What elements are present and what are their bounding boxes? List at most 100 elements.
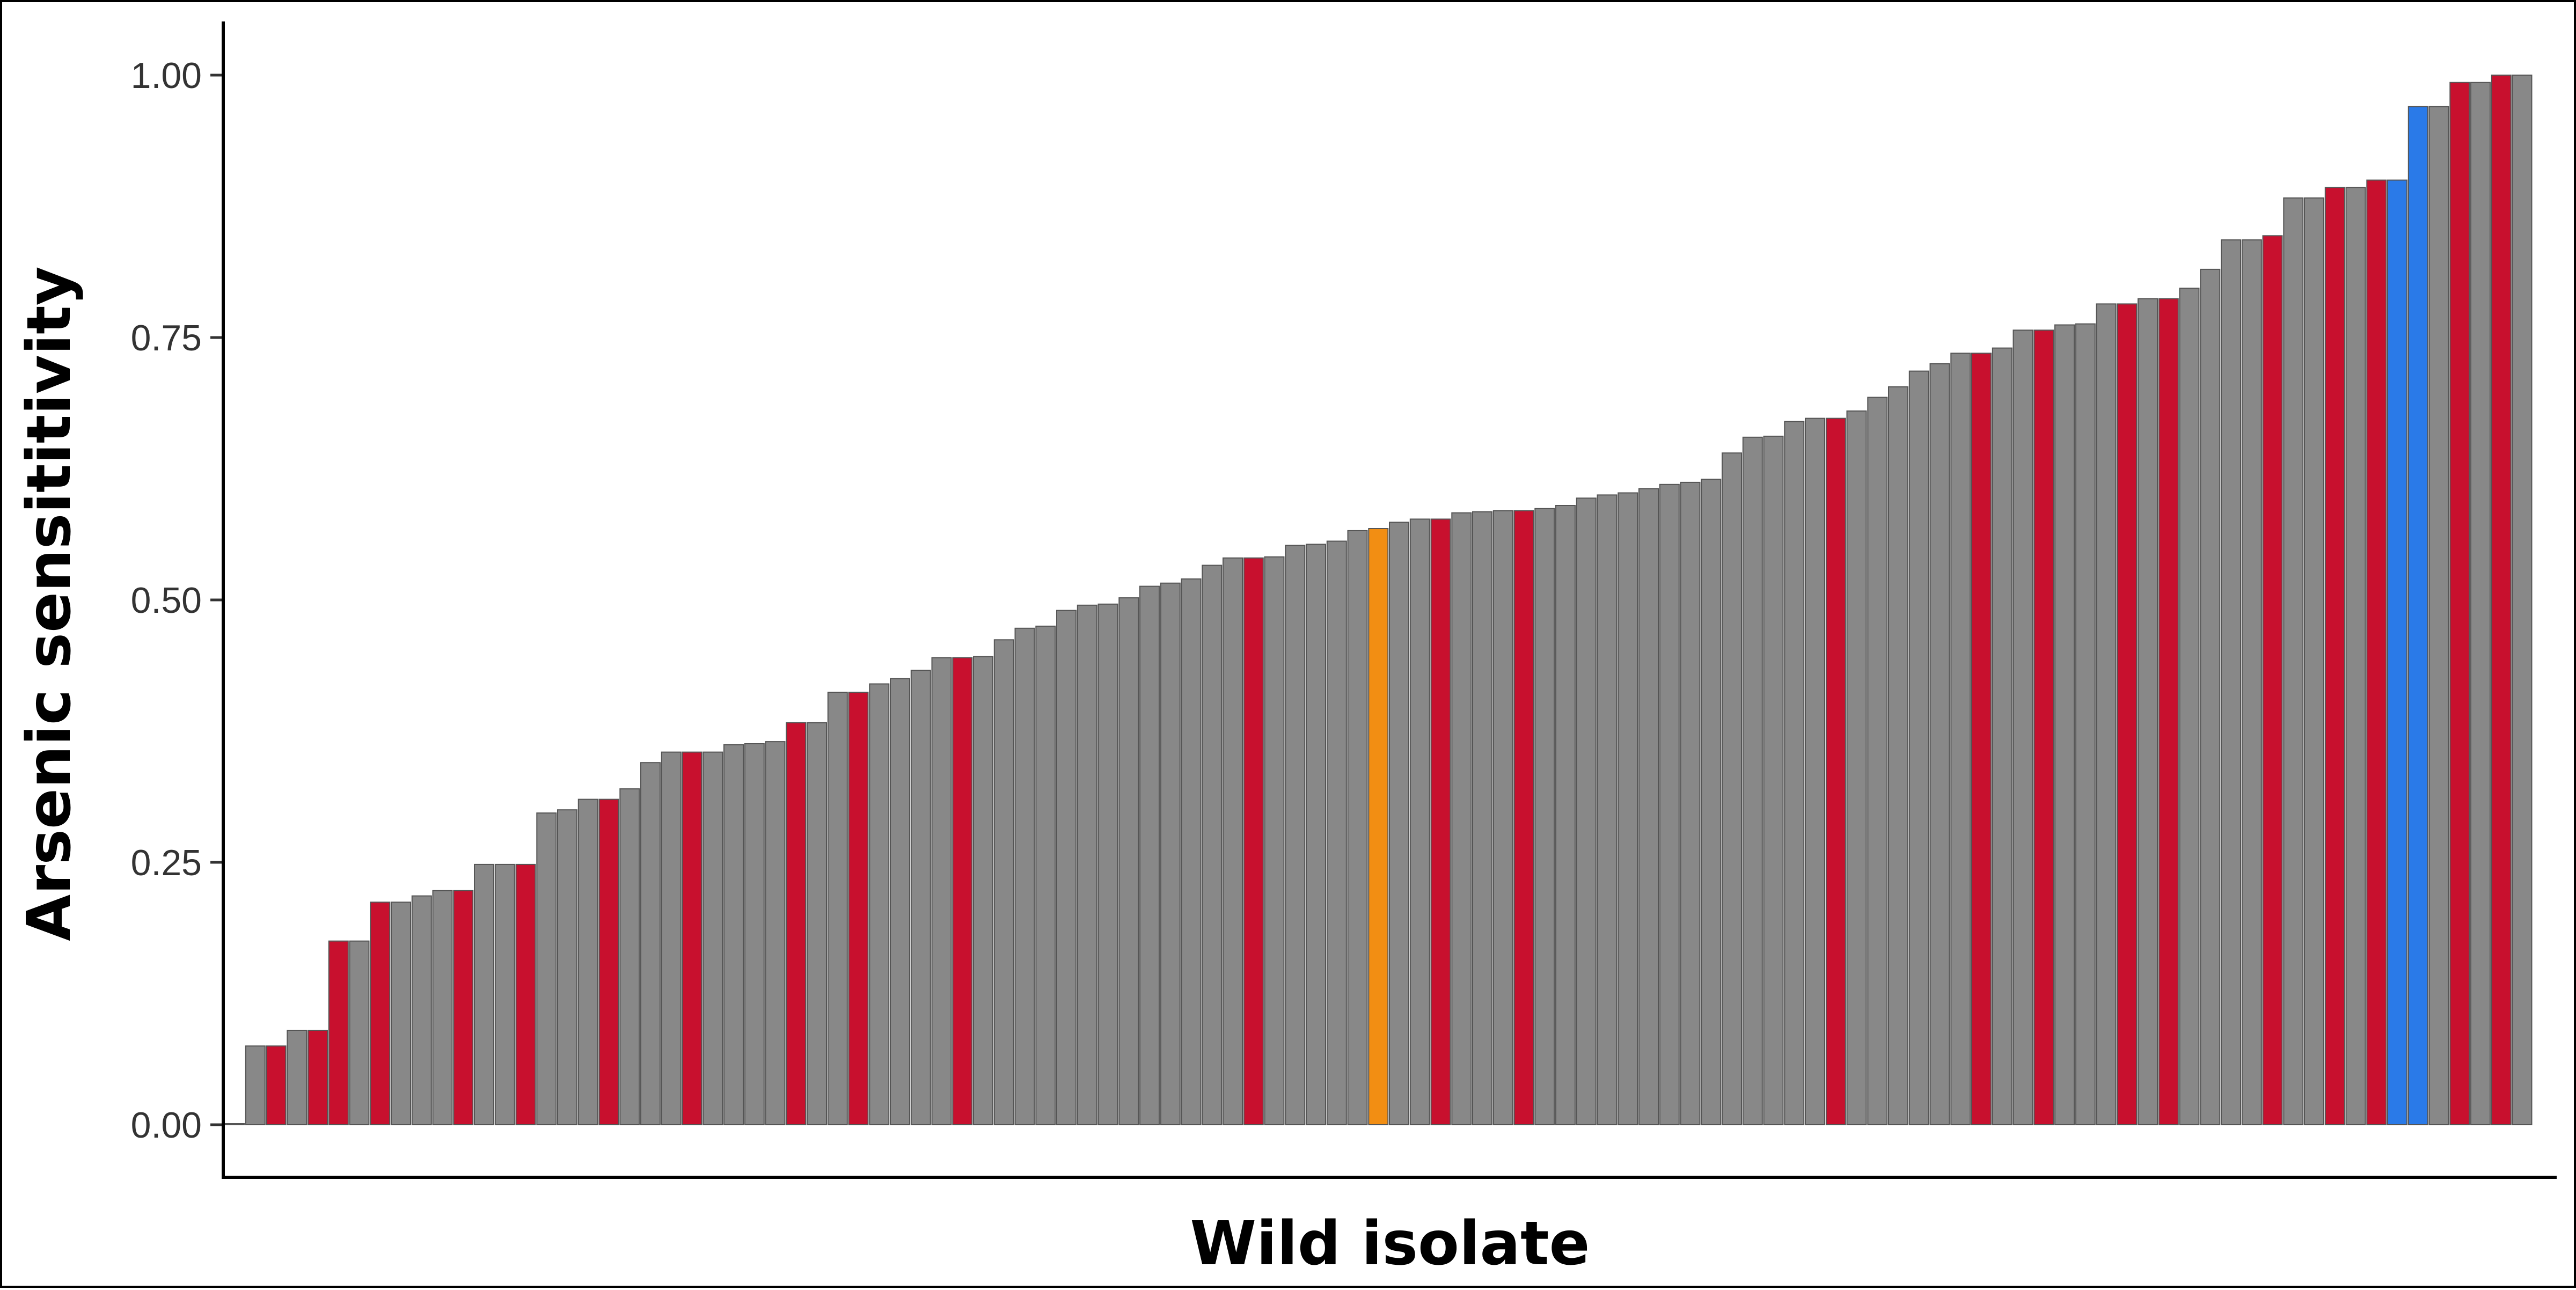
bar-104 (2366, 179, 2387, 1126)
bar-58 (1409, 518, 1430, 1125)
y-tick-label: 0.75 (131, 318, 202, 358)
bar-82 (1908, 370, 1929, 1125)
bar-103 (2345, 187, 2366, 1125)
bar-71 (1680, 481, 1701, 1125)
bar-83 (1929, 363, 1950, 1125)
y-tick-label: 0.50 (131, 580, 202, 621)
bar-15 (515, 863, 536, 1126)
bar-14 (494, 863, 515, 1126)
bar-47 (1181, 578, 1202, 1125)
bar-38 (993, 639, 1014, 1126)
bar-21 (640, 762, 661, 1125)
bar-96 (2200, 268, 2221, 1125)
bar-53 (1306, 544, 1326, 1125)
bar-61 (1472, 511, 1492, 1126)
bar-57 (1389, 522, 1409, 1125)
bar-67 (1597, 494, 1618, 1125)
bar-55 (1347, 530, 1368, 1125)
bar-97 (2221, 239, 2241, 1126)
bar-18 (577, 798, 598, 1125)
bar-111 (2512, 75, 2533, 1125)
bar-49 (1223, 557, 1243, 1125)
bar-100 (2283, 197, 2304, 1125)
bar-73 (1722, 452, 1742, 1126)
bar-69 (1638, 488, 1659, 1126)
bar-48 (1202, 565, 1223, 1125)
bar-20 (619, 788, 640, 1125)
bar-80 (1867, 397, 1888, 1125)
bar-17 (557, 809, 577, 1125)
bar-54 (1326, 540, 1347, 1125)
bar-105 (2387, 179, 2407, 1126)
bar-33 (890, 678, 910, 1125)
bar-4 (287, 1030, 308, 1125)
bar-81 (1888, 386, 1908, 1125)
bar-7 (349, 940, 370, 1125)
bar-109 (2470, 82, 2491, 1126)
bar-91 (2096, 303, 2117, 1125)
bar-108 (2449, 82, 2470, 1126)
bar-27 (765, 741, 786, 1125)
bar-65 (1555, 505, 1576, 1125)
bar-46 (1160, 582, 1181, 1125)
y-axis-title: Arsenic sensititivity (14, 266, 84, 941)
bar-40 (1035, 625, 1056, 1125)
bar-3 (266, 1045, 287, 1126)
bar-32 (869, 683, 890, 1125)
bar-42 (1077, 604, 1097, 1126)
bar-35 (931, 657, 952, 1125)
bar-110 (2491, 75, 2512, 1125)
bar-41 (1056, 610, 1077, 1125)
y-axis-ticks: 0.00 0.25 0.50 0.75 1.00 (131, 55, 223, 1146)
bar-98 (2241, 239, 2262, 1126)
bar-9 (391, 901, 411, 1126)
bar-102 (2324, 187, 2345, 1125)
bar-72 (1701, 479, 1722, 1125)
bar-63 (1513, 510, 1534, 1126)
bar-6 (328, 940, 349, 1125)
bar-8 (370, 901, 391, 1126)
y-tick-label: 0.00 (131, 1105, 202, 1146)
bar-77 (1805, 417, 1825, 1125)
bar-79 (1846, 410, 1867, 1125)
bar-70 (1659, 483, 1680, 1125)
bar-5 (308, 1030, 328, 1125)
bar-66 (1576, 497, 1597, 1125)
bar-29 (807, 722, 827, 1125)
bar-75 (1763, 435, 1784, 1125)
bar-95 (2179, 288, 2200, 1125)
bar-99 (2262, 235, 2283, 1125)
bar-25 (723, 744, 744, 1125)
y-tick-label: 1.00 (131, 55, 202, 96)
bar-50 (1243, 557, 1264, 1125)
bar-37 (973, 656, 993, 1125)
bar-93 (2138, 298, 2158, 1125)
bar-84 (1950, 353, 1971, 1125)
bar-1 (224, 1123, 245, 1125)
bar-10 (411, 895, 432, 1125)
bar-11 (432, 890, 453, 1126)
bar-94 (2158, 298, 2179, 1125)
bar-101 (2304, 197, 2324, 1125)
bar-68 (1618, 492, 1638, 1125)
bar-60 (1451, 512, 1472, 1126)
bar-45 (1139, 585, 1160, 1125)
bar-2 (245, 1045, 266, 1126)
bar-62 (1492, 510, 1513, 1126)
bar-86 (1992, 347, 2012, 1125)
y-tick-label: 0.25 (131, 842, 202, 883)
bar-24 (702, 751, 723, 1125)
bar-78 (1825, 417, 1846, 1125)
bar-26 (744, 743, 765, 1125)
bar-52 (1285, 545, 1306, 1125)
bar-56 (1368, 528, 1389, 1125)
bar-88 (2033, 329, 2054, 1125)
bar-85 (1971, 353, 1992, 1125)
bar-16 (536, 812, 557, 1125)
bar-51 (1264, 556, 1285, 1125)
bar-19 (598, 798, 619, 1125)
bar-39 (1014, 627, 1035, 1126)
bar-31 (848, 692, 869, 1125)
